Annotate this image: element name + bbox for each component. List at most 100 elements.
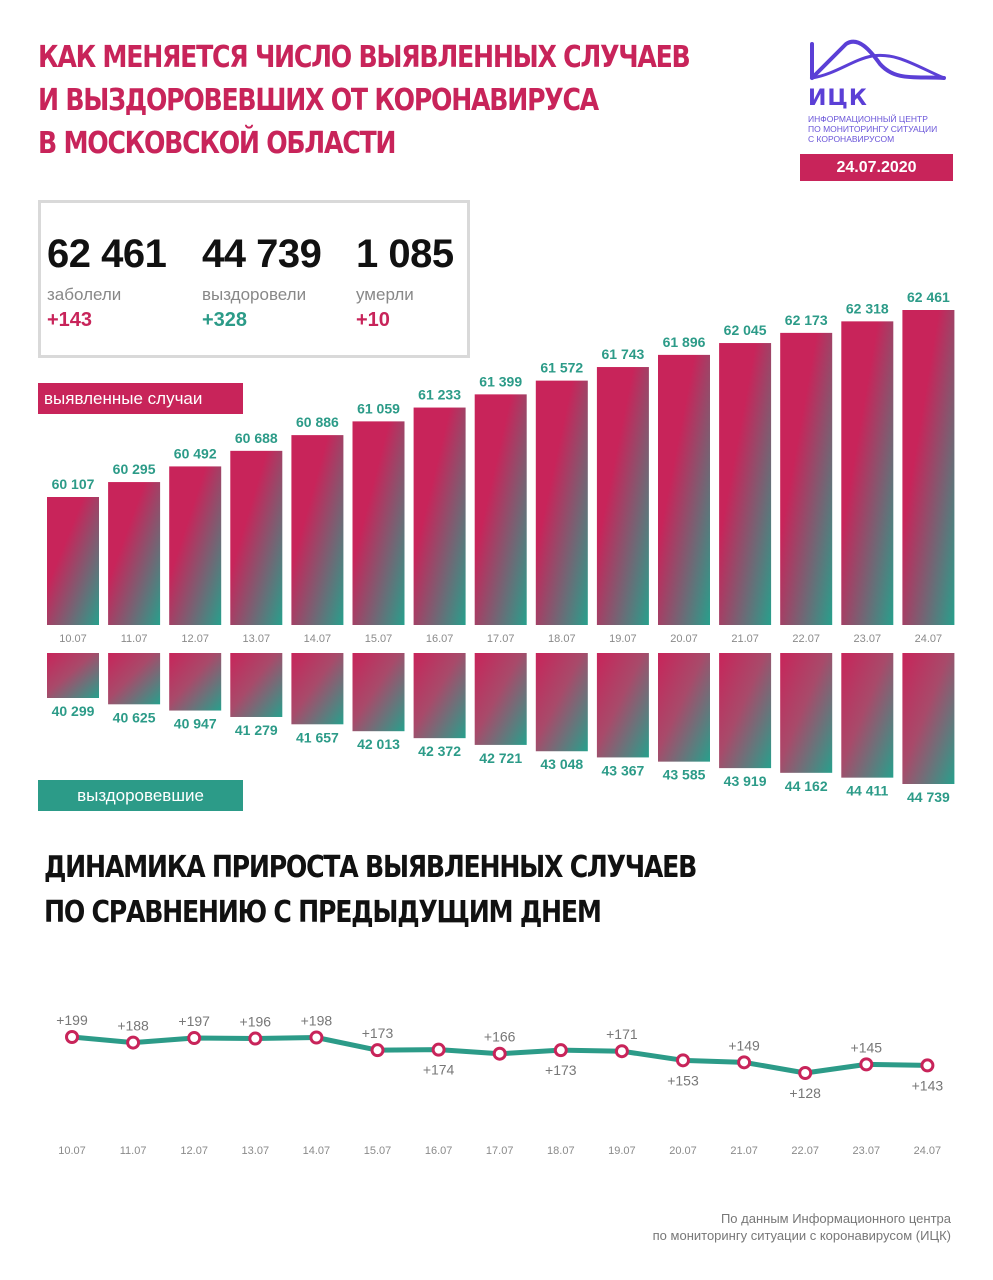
case-bar: [169, 466, 222, 625]
stat-infected: 62 461 заболели +143: [47, 231, 167, 332]
case-bar: [291, 435, 344, 625]
logo-caption-line: Информационный центр: [808, 114, 928, 124]
recovered-value-label: 43 048: [540, 756, 583, 772]
case-value-label: 62 461: [907, 289, 950, 305]
stat-recovered-label: выздоровели: [202, 285, 307, 304]
growth-value-label: +174: [423, 1062, 455, 1078]
growth-value-label: +173: [362, 1025, 394, 1041]
recovered-value-label: 43 367: [601, 762, 644, 778]
stat-deaths-delta: +10: [356, 309, 390, 331]
title-line-2: И ВЫЗДОРОВЕВШИХ ОТ КОРОНАВИРУСА: [38, 83, 599, 118]
growth-date-tick: 12.07: [180, 1145, 208, 1157]
date-tick-label: 22.07: [792, 633, 820, 645]
logo-caption-line: по мониторингу ситуации: [808, 124, 938, 134]
section-title-line-2: ПО СРАВНЕНИЮ С ПРЕДЫДУЩИМ ДНЕМ: [44, 895, 602, 930]
case-value-label: 61 059: [357, 400, 400, 416]
growth-point: [65, 1030, 79, 1044]
case-value-label: 62 173: [785, 312, 828, 328]
growth-date-tick: 13.07: [242, 1145, 270, 1157]
recovered-value-label: 42 013: [357, 736, 400, 752]
growth-point: [126, 1035, 141, 1050]
date-badge: 24.07.2020: [800, 154, 953, 181]
recovered-bar: [535, 653, 588, 752]
page-title: КАК МЕНЯЕТСЯ ЧИСЛО ВЫЯВЛЕННЫХ СЛУЧАЕВ И …: [38, 36, 691, 165]
date-tick-label: 24.07: [915, 633, 943, 645]
growth-value-label: +198: [301, 1013, 333, 1029]
date-tick-label: 21.07: [731, 633, 759, 645]
stat-infected-label: заболели: [47, 285, 122, 304]
growth-date-tick: 18.07: [547, 1145, 575, 1157]
date-tick-label: 18.07: [548, 633, 576, 645]
case-value-label: 61 743: [601, 346, 644, 362]
growth-point: [676, 1053, 690, 1068]
stat-deaths: 1 085 умерли +10: [356, 231, 454, 332]
recovered-value-label: 40 625: [113, 709, 156, 725]
case-bar: [47, 497, 99, 625]
recovered-bar: [902, 653, 955, 784]
date-tick-label: 19.07: [609, 633, 637, 645]
stats-box: 62 461 заболели +143 44 739 выздоровели …: [38, 200, 470, 358]
title-line-3: В МОСКОВСКОЙ ОБЛАСТИ: [38, 126, 396, 161]
growth-value-label: +188: [117, 1018, 149, 1034]
case-value-label: 62 045: [724, 322, 767, 338]
recovered-value-label: 40 947: [174, 716, 217, 732]
case-value-label: 61 399: [479, 373, 522, 389]
growth-point: [187, 1031, 202, 1046]
case-bar: [780, 332, 833, 625]
recovered-legend-pill: выздоровевшие: [38, 780, 243, 811]
recovered-value-label: 41 657: [296, 729, 339, 745]
growth-date-tick: 19.07: [608, 1145, 636, 1157]
stat-deaths-value: 1 085: [356, 232, 454, 276]
cases-legend-pill: выявленные случаи: [38, 383, 243, 414]
case-value-label: 60 492: [174, 445, 217, 461]
logo-wave-icon: [810, 39, 946, 80]
stat-recovered-delta: +328: [202, 309, 248, 331]
case-value-label: 60 107: [52, 476, 95, 492]
growth-date-tick: 11.07: [120, 1145, 147, 1157]
case-value-label: 60 688: [235, 430, 278, 446]
source-note: По данным Информационного центра по мони…: [451, 1210, 951, 1244]
case-value-label: 60 295: [113, 461, 156, 477]
recovered-bar: [108, 653, 161, 705]
growth-date-tick: 21.07: [730, 1145, 758, 1157]
date-tick-label: 20.07: [670, 633, 698, 645]
case-bar: [535, 380, 588, 625]
source-line: По данным Информационного центра: [720, 1211, 951, 1226]
growth-date-tick: 24.07: [914, 1145, 942, 1157]
case-bar: [841, 321, 894, 625]
growth-date-tick: 23.07: [853, 1145, 881, 1157]
logo-caption: Информационный центр по мониторингу ситу…: [808, 114, 968, 144]
growth-point: [737, 1055, 752, 1070]
case-bar: [902, 310, 955, 625]
section-title: ДИНАМИКА ПРИРОСТА ВЫЯВЛЕННЫХ СЛУЧАЕВ ПО …: [44, 845, 697, 935]
recovered-value-label: 41 279: [235, 722, 278, 738]
growth-point: [309, 1030, 324, 1045]
case-value-label: 61 572: [540, 360, 583, 376]
recovered-value-label: 43 585: [663, 767, 706, 783]
growth-date-tick: 10.07: [58, 1145, 86, 1157]
recovered-bar: [658, 653, 710, 762]
title-line-1: КАК МЕНЯЕТСЯ ЧИСЛО ВЫЯВЛЕННЫХ СЛУЧАЕВ: [38, 40, 691, 75]
bar-chart: 60 107 10.07 40 299 60 295 11.07 40 625 60 492…: [47, 289, 955, 805]
date-tick-label: 23.07: [854, 633, 882, 645]
recovered-bar: [169, 653, 222, 711]
growth-point: [370, 1043, 385, 1058]
date-tick-label: 17.07: [487, 633, 515, 645]
stat-infected-value: 62 461: [47, 232, 167, 276]
date-tick-label: 15.07: [365, 633, 393, 645]
recovered-bar: [780, 653, 833, 773]
recovered-bar: [719, 653, 772, 769]
growth-value-label: +166: [484, 1029, 516, 1045]
stat-deaths-label: умерли: [356, 285, 414, 304]
growth-value-label: +197: [178, 1013, 210, 1029]
recovered-value-label: 44 739: [907, 789, 950, 805]
growth-value-label: +145: [851, 1039, 883, 1055]
stat-recovered-value: 44 739: [202, 232, 322, 276]
section-title-line-1: ДИНАМИКА ПРИРОСТА ВЫЯВЛЕННЫХ СЛУЧАЕВ: [44, 850, 697, 885]
date-tick-label: 10.07: [59, 633, 87, 645]
recovered-value-label: 40 299: [52, 703, 95, 719]
growth-date-tick: 17.07: [486, 1145, 514, 1157]
case-value-label: 62 318: [846, 300, 889, 316]
stat-recovered: 44 739 выздоровели +328: [202, 231, 322, 332]
